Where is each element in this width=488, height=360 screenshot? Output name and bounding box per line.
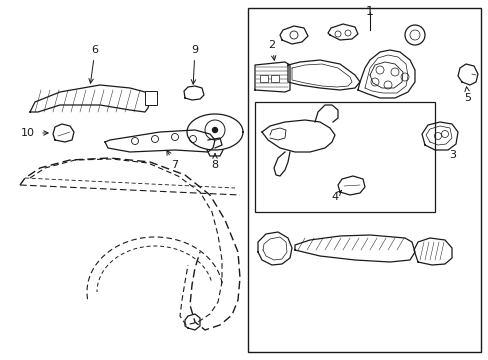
Text: 1: 1 [366, 5, 373, 18]
Text: 9: 9 [191, 45, 198, 84]
Circle shape [212, 127, 217, 132]
Text: 7: 7 [166, 150, 178, 170]
Bar [270, 75, 279, 82]
Bar [260, 75, 267, 82]
Bar [254, 102, 434, 212]
Text: 2: 2 [268, 40, 275, 60]
Bar [247, 8, 480, 352]
Bar [145, 91, 157, 105]
Text: 8: 8 [211, 154, 218, 170]
Text: 3: 3 [448, 150, 456, 160]
Text: 10: 10 [21, 128, 35, 138]
Text: 5: 5 [464, 87, 470, 103]
Text: 4: 4 [331, 190, 341, 202]
Text: 6: 6 [89, 45, 98, 83]
